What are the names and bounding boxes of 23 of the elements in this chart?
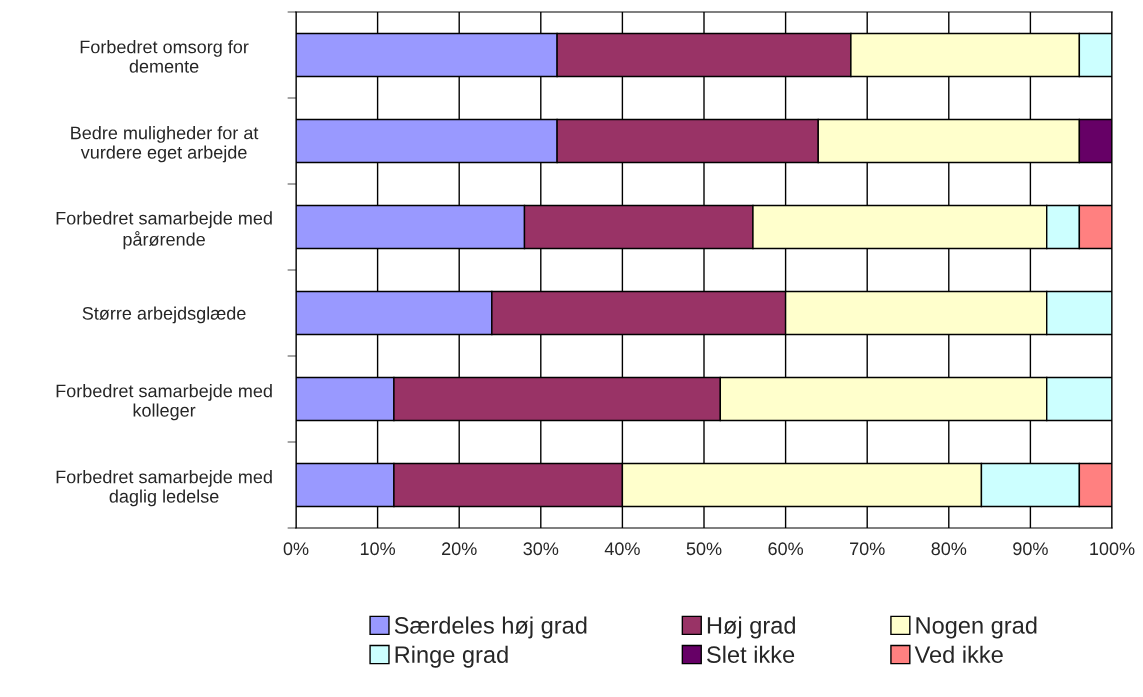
x-tick-label: 40%: [604, 542, 640, 556]
x-tick-label: 20%: [442, 542, 477, 556]
x-tick-label: 80%: [931, 542, 967, 556]
legend-label: Slet ikke: [707, 645, 795, 664]
y-tick-label: Forbedret omsorg for demente: [80, 40, 249, 73]
x-tick-label: 0%: [283, 542, 309, 556]
x-tick-label: 70%: [850, 542, 885, 556]
x-tick-label: 30%: [523, 542, 559, 556]
legend-label: Ved ikke: [914, 645, 1003, 664]
y-tick-label: Bedre muligheder for at vurdere eget arbejde: [71, 126, 259, 163]
y-tick-label: Forbedret samarbejde med kolleger: [56, 384, 272, 421]
y-tick-label: Større arbejdsglæde: [82, 306, 246, 324]
y-tick-label: Forbedret samarbejde med pårørende: [56, 211, 272, 250]
legend-label: Høj grad: [707, 616, 795, 639]
y-tick-label: Forbedret samarbejde med daglig ledelse: [56, 470, 272, 507]
x-tick-label: 60%: [768, 542, 804, 556]
x-tick-label: 100%: [1090, 542, 1135, 556]
legend-label: Ringe grad: [395, 645, 508, 668]
legend-label: Nogen grad: [916, 616, 1037, 639]
legend-label: Særdeles høj grad: [394, 616, 587, 639]
x-tick-label: 10%: [360, 542, 396, 556]
x-tick-label: 50%: [686, 542, 722, 556]
x-tick-label: 90%: [1013, 542, 1048, 556]
